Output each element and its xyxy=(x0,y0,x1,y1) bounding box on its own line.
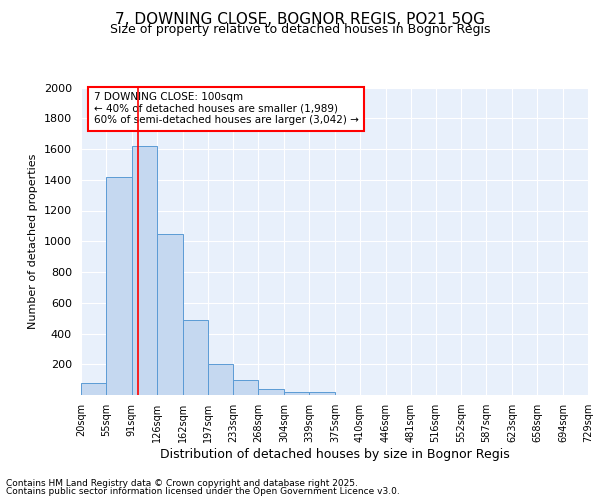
Bar xyxy=(81,382,106,395)
Bar xyxy=(132,146,157,395)
Bar xyxy=(182,320,208,395)
Bar xyxy=(309,392,335,395)
Bar xyxy=(208,364,233,395)
Text: 7 DOWNING CLOSE: 100sqm
← 40% of detached houses are smaller (1,989)
60% of semi: 7 DOWNING CLOSE: 100sqm ← 40% of detache… xyxy=(94,92,359,126)
Bar xyxy=(106,176,132,395)
Text: Contains public sector information licensed under the Open Government Licence v3: Contains public sector information licen… xyxy=(6,487,400,496)
Text: Contains HM Land Registry data © Crown copyright and database right 2025.: Contains HM Land Registry data © Crown c… xyxy=(6,478,358,488)
Bar xyxy=(233,380,259,395)
Bar xyxy=(284,392,309,395)
Text: 7, DOWNING CLOSE, BOGNOR REGIS, PO21 5QG: 7, DOWNING CLOSE, BOGNOR REGIS, PO21 5QG xyxy=(115,12,485,28)
Text: Size of property relative to detached houses in Bognor Regis: Size of property relative to detached ho… xyxy=(110,22,490,36)
Bar xyxy=(157,234,182,395)
Bar xyxy=(259,389,284,395)
Y-axis label: Number of detached properties: Number of detached properties xyxy=(28,154,38,329)
X-axis label: Distribution of detached houses by size in Bognor Regis: Distribution of detached houses by size … xyxy=(160,448,509,460)
